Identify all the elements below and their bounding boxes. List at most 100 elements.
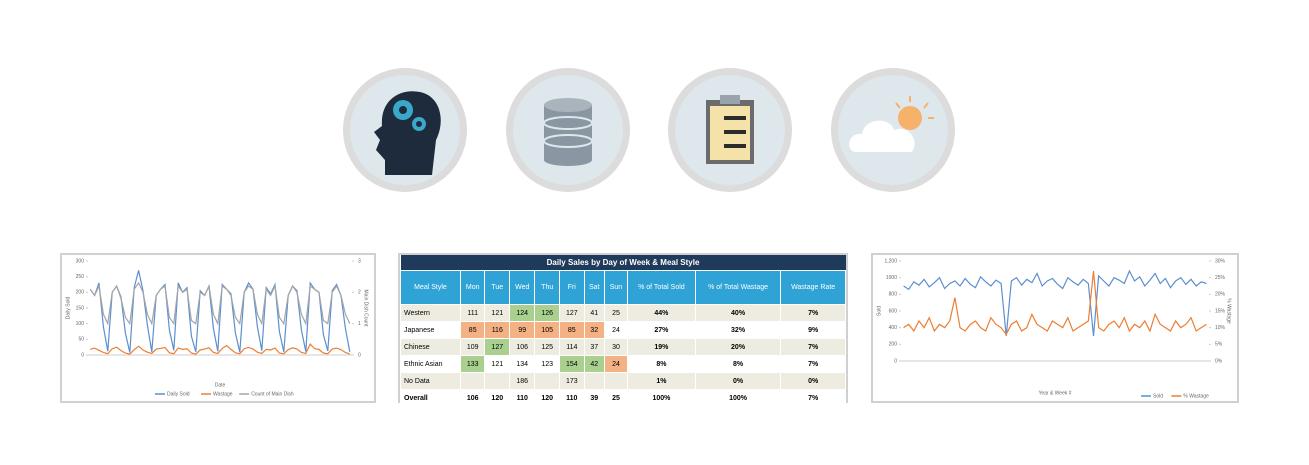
- title-row: Daily Sales by Day of Week & Meal Style: [400, 255, 846, 271]
- table-cell: 114: [559, 338, 585, 356]
- table-cell: [484, 372, 511, 390]
- table-cell: Western: [400, 304, 461, 322]
- table-cell: 25: [603, 389, 628, 407]
- y-tick-label: 50: [78, 337, 84, 343]
- table-cell: 106: [459, 389, 486, 407]
- y-tick-label: 150: [76, 305, 85, 311]
- table-cell: 7%: [780, 338, 846, 356]
- sales-table: Daily Sales by Day of Week & Meal Style M…: [400, 255, 846, 407]
- table-cell: 20%: [694, 338, 782, 356]
- table-cell: [459, 372, 486, 390]
- table-cell: 116: [484, 321, 511, 339]
- y-tick-label: 200: [889, 342, 898, 348]
- header-cell: Sat: [583, 270, 605, 305]
- table-title: Daily Sales by Day of Week & Meal Style: [400, 255, 846, 271]
- y-tick-label: 300: [76, 258, 85, 264]
- legend-label: Daily Sold: [167, 391, 190, 397]
- y2-tick-label: 20%: [1215, 292, 1226, 298]
- icon-weather: [831, 68, 955, 192]
- table-cell: 123: [534, 355, 560, 373]
- table-cell: 110: [509, 389, 536, 407]
- y2-tick-label: 25%: [1215, 275, 1226, 281]
- header-cell: Wastage Rate: [780, 270, 846, 305]
- table-cell: 109: [459, 338, 486, 356]
- table-cell: 41: [583, 304, 605, 322]
- y2-tick-label: 1: [358, 321, 361, 327]
- table-cell: 0%: [694, 372, 782, 390]
- table-cell: 126: [534, 304, 560, 322]
- table-cell: 8%: [626, 355, 696, 373]
- y-tick-label: 1000: [886, 275, 897, 281]
- table-cell: 1%: [626, 372, 696, 390]
- table-cell: 9%: [780, 321, 846, 339]
- y2-tick-label: 3: [358, 258, 361, 264]
- chart-right: 0 200 400 600 800 1000 1,200 0% 5% 10% 15% 20% 25% 30…: [871, 253, 1239, 403]
- table-cell: 24: [603, 321, 628, 339]
- y2-tick-label: 0: [358, 352, 361, 358]
- table-cell: 120: [484, 389, 511, 407]
- table-cell: Chinese: [400, 338, 461, 356]
- header-cell: Fri: [559, 270, 585, 305]
- table-cell: 40%: [694, 304, 782, 322]
- table-cell: 32: [583, 321, 605, 339]
- table-cell: No Data: [400, 372, 461, 390]
- legend-label: Wastage: [213, 391, 233, 397]
- y-tick-label: 250: [76, 274, 85, 280]
- table-cell: 120: [534, 389, 560, 407]
- table-row: Ethnic Asian 133 121 134 123 154 42 24 8% 8% 7%: [400, 355, 846, 373]
- table-row: Chinese 109 127 106 125 114 37 30 19% 20% 7%: [400, 338, 846, 356]
- y-tick-label: 800: [889, 292, 898, 298]
- y-tick-label: 0: [894, 358, 897, 364]
- table-cell: 27%: [626, 321, 696, 339]
- y2-tick-label: 2: [358, 290, 361, 296]
- table-cell: 134: [509, 355, 536, 373]
- header-cell: Thu: [534, 270, 560, 305]
- table-cell: 133: [459, 355, 486, 373]
- table-cell: 24: [603, 355, 628, 373]
- table-cell: 85: [559, 321, 585, 339]
- icon-clipboard: [668, 68, 792, 192]
- legend-label: Count of Main Dish: [251, 391, 294, 397]
- y-tick-label: 1,200: [884, 258, 897, 264]
- table-row: Western 111 121 124 126 127 41 25 44% 40% 7%: [400, 304, 846, 322]
- icon-database: [506, 68, 630, 192]
- header-cell: Mon: [459, 270, 486, 305]
- table-cell: 154: [559, 355, 585, 373]
- y-tick-label: 0: [81, 352, 84, 358]
- table-cell: Japanese: [400, 321, 461, 339]
- table-cell: 100%: [626, 389, 696, 407]
- table-cell: 37: [583, 338, 605, 356]
- table-cell: 173: [559, 372, 585, 390]
- table-cell: 106: [509, 338, 536, 356]
- legend-label: Sold: [1153, 393, 1163, 399]
- icons: [343, 68, 955, 192]
- table-cell: [534, 372, 560, 390]
- table-cell: 111: [459, 304, 486, 322]
- table-cell: 7%: [780, 355, 846, 373]
- header-row: Meal Style Mon Tue Wed Thu Fri Sat Sun% of Tota…: [400, 270, 846, 305]
- table-cell: 7%: [780, 389, 846, 407]
- chart-left: 0 50 100 150 200 250 300 0 1 2 3 Daily Sold Main Dis…: [60, 253, 376, 403]
- table-cell: 8%: [694, 355, 782, 373]
- table-cell: 121: [484, 304, 511, 322]
- header-cell: Wed: [509, 270, 536, 305]
- table-cell: 124: [509, 304, 536, 322]
- table-cell: 125: [534, 338, 560, 356]
- legend-label: % Wastage: [1183, 393, 1209, 399]
- table-cell: 44%: [626, 304, 696, 322]
- series-line: [903, 269, 1207, 337]
- y2-axis-label: Main Dish Count: [363, 290, 369, 328]
- table-cell: [603, 372, 628, 390]
- table-cell: Ethnic Asian: [400, 355, 461, 373]
- y-axis-label: Sold: [876, 306, 882, 316]
- table-row: No Data 186 173 1% 0% 0%: [400, 372, 846, 390]
- table-cell: 105: [534, 321, 560, 339]
- y2-tick-label: 0%: [1215, 358, 1223, 364]
- y-tick-label: 200: [76, 290, 85, 296]
- y-tick-label: 400: [889, 325, 898, 331]
- series-line: [90, 342, 351, 355]
- table-cell: 127: [559, 304, 585, 322]
- header-cell: Tue: [484, 270, 511, 305]
- table-cell: Overall: [400, 389, 461, 407]
- y2-tick-label: 10%: [1215, 325, 1226, 331]
